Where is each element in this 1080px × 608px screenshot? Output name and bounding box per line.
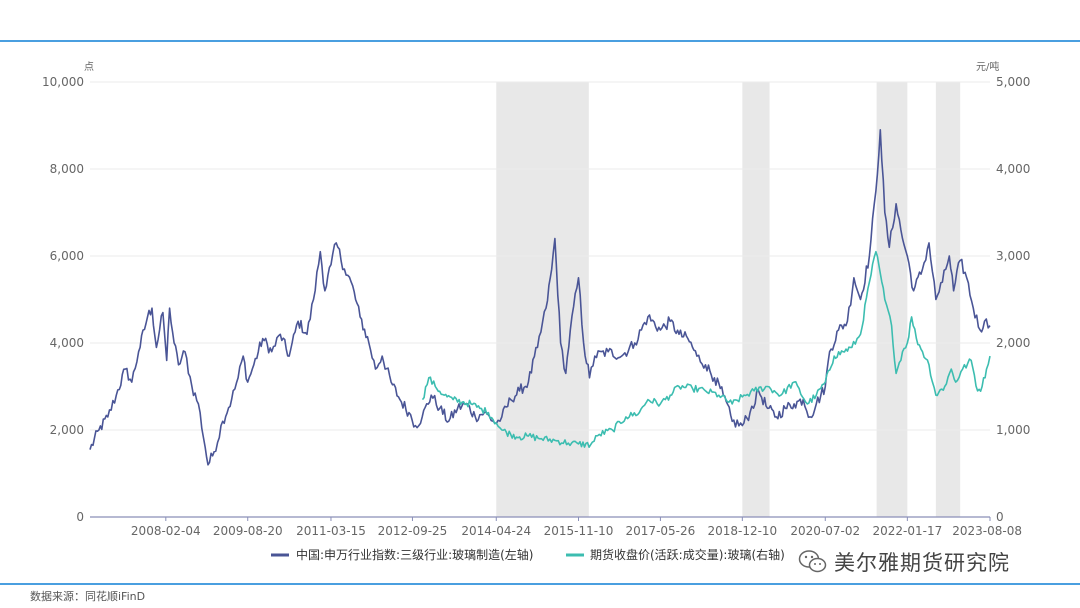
left-tick-label: 8,000 bbox=[50, 162, 84, 176]
shaded-period-3 bbox=[935, 82, 961, 517]
axes: 0 2,000 4,000 6,000 8,000 10,000 0 1,000 2,000 3,… bbox=[42, 75, 1030, 538]
x-tick-label: 2018-12-10 bbox=[707, 524, 777, 538]
x-tick-label: 2023-08-08 bbox=[952, 524, 1022, 538]
right-tick-label: 2,000 bbox=[996, 336, 1030, 350]
legend-label-index: 中国:申万行业指数:三级行业:玻璃制造(左轴) bbox=[296, 547, 534, 562]
legend-label-futures: 期货收盘价(活跃:成交量):玻璃(右轴) bbox=[590, 547, 785, 562]
left-tick-label: 0 bbox=[76, 510, 84, 524]
left-tick-label: 10,000 bbox=[42, 75, 84, 89]
left-tick-label: 6,000 bbox=[50, 249, 84, 263]
watermark: 美尔雅期货研究院 bbox=[798, 548, 1010, 576]
x-tick-label: 2017-05-26 bbox=[626, 524, 696, 538]
x-tick-label: 2022-01-17 bbox=[872, 524, 942, 538]
right-tick-label: 5,000 bbox=[996, 75, 1030, 89]
shaded-periods bbox=[496, 82, 961, 517]
shaded-period-1 bbox=[742, 82, 770, 517]
right-tick-label: 3,000 bbox=[996, 249, 1030, 263]
series-lines bbox=[89, 129, 991, 466]
x-tick-label: 2012-09-25 bbox=[378, 524, 448, 538]
watermark-text: 美尔雅期货研究院 bbox=[834, 551, 1010, 575]
right-axis-unit: 元/吨 bbox=[976, 60, 999, 73]
right-tick-label: 4,000 bbox=[996, 162, 1030, 176]
bottom-divider bbox=[0, 583, 1080, 585]
source-note: 数据来源：同花顺iFinD bbox=[30, 590, 146, 603]
legend: 中国:申万行业指数:三级行业:玻璃制造(左轴) 期货收盘价(活跃:成交量):玻璃… bbox=[271, 547, 785, 562]
left-tick-label: 4,000 bbox=[50, 336, 84, 350]
x-tick-label: 2014-04-24 bbox=[461, 524, 531, 538]
gridlines bbox=[90, 81, 990, 431]
top-divider bbox=[0, 40, 1080, 42]
series-line-1 bbox=[421, 250, 991, 448]
x-tick-label: 2008-02-04 bbox=[131, 524, 201, 538]
right-tick-label: 1,000 bbox=[996, 423, 1030, 437]
x-tick-label: 2009-08-20 bbox=[213, 524, 283, 538]
right-tick-label: 0 bbox=[996, 510, 1004, 524]
x-tick-label: 2011-03-15 bbox=[296, 524, 366, 538]
left-tick-label: 2,000 bbox=[50, 423, 84, 437]
x-tick-label: 2020-07-02 bbox=[790, 524, 860, 538]
shaded-period-0 bbox=[496, 82, 589, 517]
wechat-icon bbox=[798, 550, 827, 573]
left-axis-unit: 点 bbox=[84, 61, 94, 73]
x-tick-label: 2015-11-10 bbox=[544, 524, 614, 538]
series-line-0 bbox=[89, 129, 991, 466]
